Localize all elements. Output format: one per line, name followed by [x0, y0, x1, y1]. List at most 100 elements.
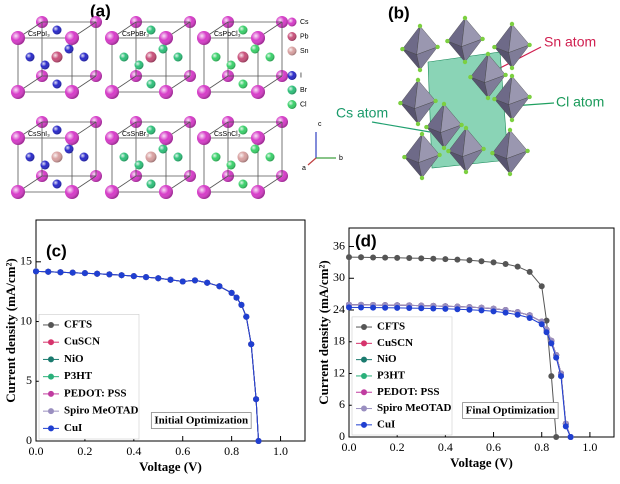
- x-tick-label: 0.0: [29, 444, 44, 458]
- atom-shine: [105, 31, 119, 45]
- atom-shine: [287, 46, 297, 56]
- atom-shine: [52, 125, 62, 135]
- legend-label: Spiro MeOTAD: [64, 405, 139, 417]
- annotation-box: [150, 412, 252, 429]
- legend-label: P3HT: [64, 370, 93, 382]
- legend-marker: [48, 390, 54, 397]
- cl-atom: [492, 44, 497, 50]
- data-point: [346, 254, 352, 261]
- cl-atom: [509, 65, 515, 71]
- cl-atom: [481, 146, 486, 152]
- atom-shine: [238, 125, 248, 135]
- data-point: [553, 354, 560, 361]
- x-axis-label: Voltage (V): [139, 459, 202, 474]
- data-point: [216, 283, 223, 290]
- atom-shine: [11, 85, 25, 99]
- cl-atom: [468, 74, 473, 80]
- atom-shine: [211, 152, 221, 162]
- cl-atom: [419, 131, 425, 137]
- legend-label: CuSCN: [377, 337, 413, 349]
- data-point: [514, 311, 521, 318]
- data-point: [191, 277, 198, 284]
- atom-shine: [11, 31, 25, 45]
- cl-atom: [417, 23, 423, 29]
- cl-atom: [509, 21, 515, 27]
- y-tick-label: 18: [333, 334, 345, 348]
- atom-shine: [197, 85, 211, 99]
- cl-atom: [437, 152, 442, 158]
- atom-shine: [146, 25, 156, 35]
- data-point: [204, 279, 211, 286]
- atom-shine: [52, 179, 62, 189]
- axis-name: a: [302, 165, 306, 172]
- x-tick-label: 0.6: [175, 444, 190, 458]
- data-point: [33, 268, 39, 275]
- atom-shine: [265, 152, 275, 162]
- atom-shine: [146, 125, 156, 135]
- legend-marker: [361, 340, 367, 347]
- data-point: [382, 254, 389, 261]
- legend-label: CFTS: [377, 321, 405, 333]
- cl-atom: [424, 124, 429, 130]
- x-tick-label: 0.4: [438, 440, 453, 454]
- data-point: [442, 256, 449, 263]
- data-point: [562, 423, 569, 430]
- data-point: [466, 306, 473, 313]
- x-axis-label: Voltage (V): [450, 455, 513, 470]
- annotation: Cl atom: [556, 94, 604, 110]
- cl-atom: [459, 122, 464, 128]
- legend-label: Spiro MeOTAD: [377, 402, 452, 414]
- data-point: [553, 434, 560, 440]
- legend-marker: [361, 405, 367, 412]
- annotation: Sn atom: [544, 34, 596, 50]
- data-point: [94, 270, 101, 277]
- pointer: [499, 46, 542, 69]
- octahedron: [418, 154, 441, 179]
- cl-atom: [417, 67, 423, 73]
- data-point: [69, 269, 76, 276]
- atom-shine: [25, 152, 35, 162]
- octahedron: [462, 148, 485, 173]
- cl-atom: [507, 127, 513, 133]
- data-point: [558, 373, 564, 380]
- legend-label: NiO: [64, 353, 84, 365]
- atom-shine: [134, 60, 144, 70]
- y-tick-label: 24: [333, 302, 345, 316]
- cl-atom: [446, 148, 451, 154]
- atom-shine: [197, 185, 211, 199]
- legend-label: Cl: [300, 101, 307, 108]
- data-point: [394, 304, 401, 311]
- data-point: [538, 321, 545, 328]
- atom-shine: [64, 44, 74, 54]
- x-tick-label: 0.8: [534, 440, 549, 454]
- data-point: [526, 314, 533, 321]
- annotation: Cs atom: [336, 105, 388, 121]
- cl-atom: [415, 121, 421, 127]
- data-point: [253, 396, 260, 403]
- legend-label: CuI: [64, 422, 82, 434]
- atom-shine: [238, 179, 248, 189]
- axis-name: c: [318, 121, 322, 128]
- y-tick-label: 36: [333, 238, 345, 252]
- cl-atom: [509, 117, 515, 123]
- cl-atom: [509, 73, 515, 79]
- y-axis-label: Current density (mA/cm²): [316, 260, 331, 404]
- data-point: [406, 305, 413, 312]
- atom-shine: [287, 17, 297, 27]
- data-point: [490, 259, 497, 266]
- legend-marker: [361, 389, 367, 396]
- atom-shine: [65, 85, 79, 99]
- data-point: [514, 263, 521, 270]
- atom-shine: [237, 51, 249, 63]
- atom-shine: [145, 151, 157, 163]
- atom-shine: [65, 185, 79, 199]
- data-point: [370, 254, 377, 261]
- cl-atom: [503, 72, 508, 78]
- cl-atom: [463, 169, 469, 175]
- atom-shine: [65, 131, 79, 145]
- data-point: [346, 304, 352, 311]
- x-tick-label: 0.0: [342, 440, 357, 454]
- cl-atom: [445, 38, 450, 44]
- atom-shine: [250, 144, 260, 154]
- atom-shine: [119, 152, 129, 162]
